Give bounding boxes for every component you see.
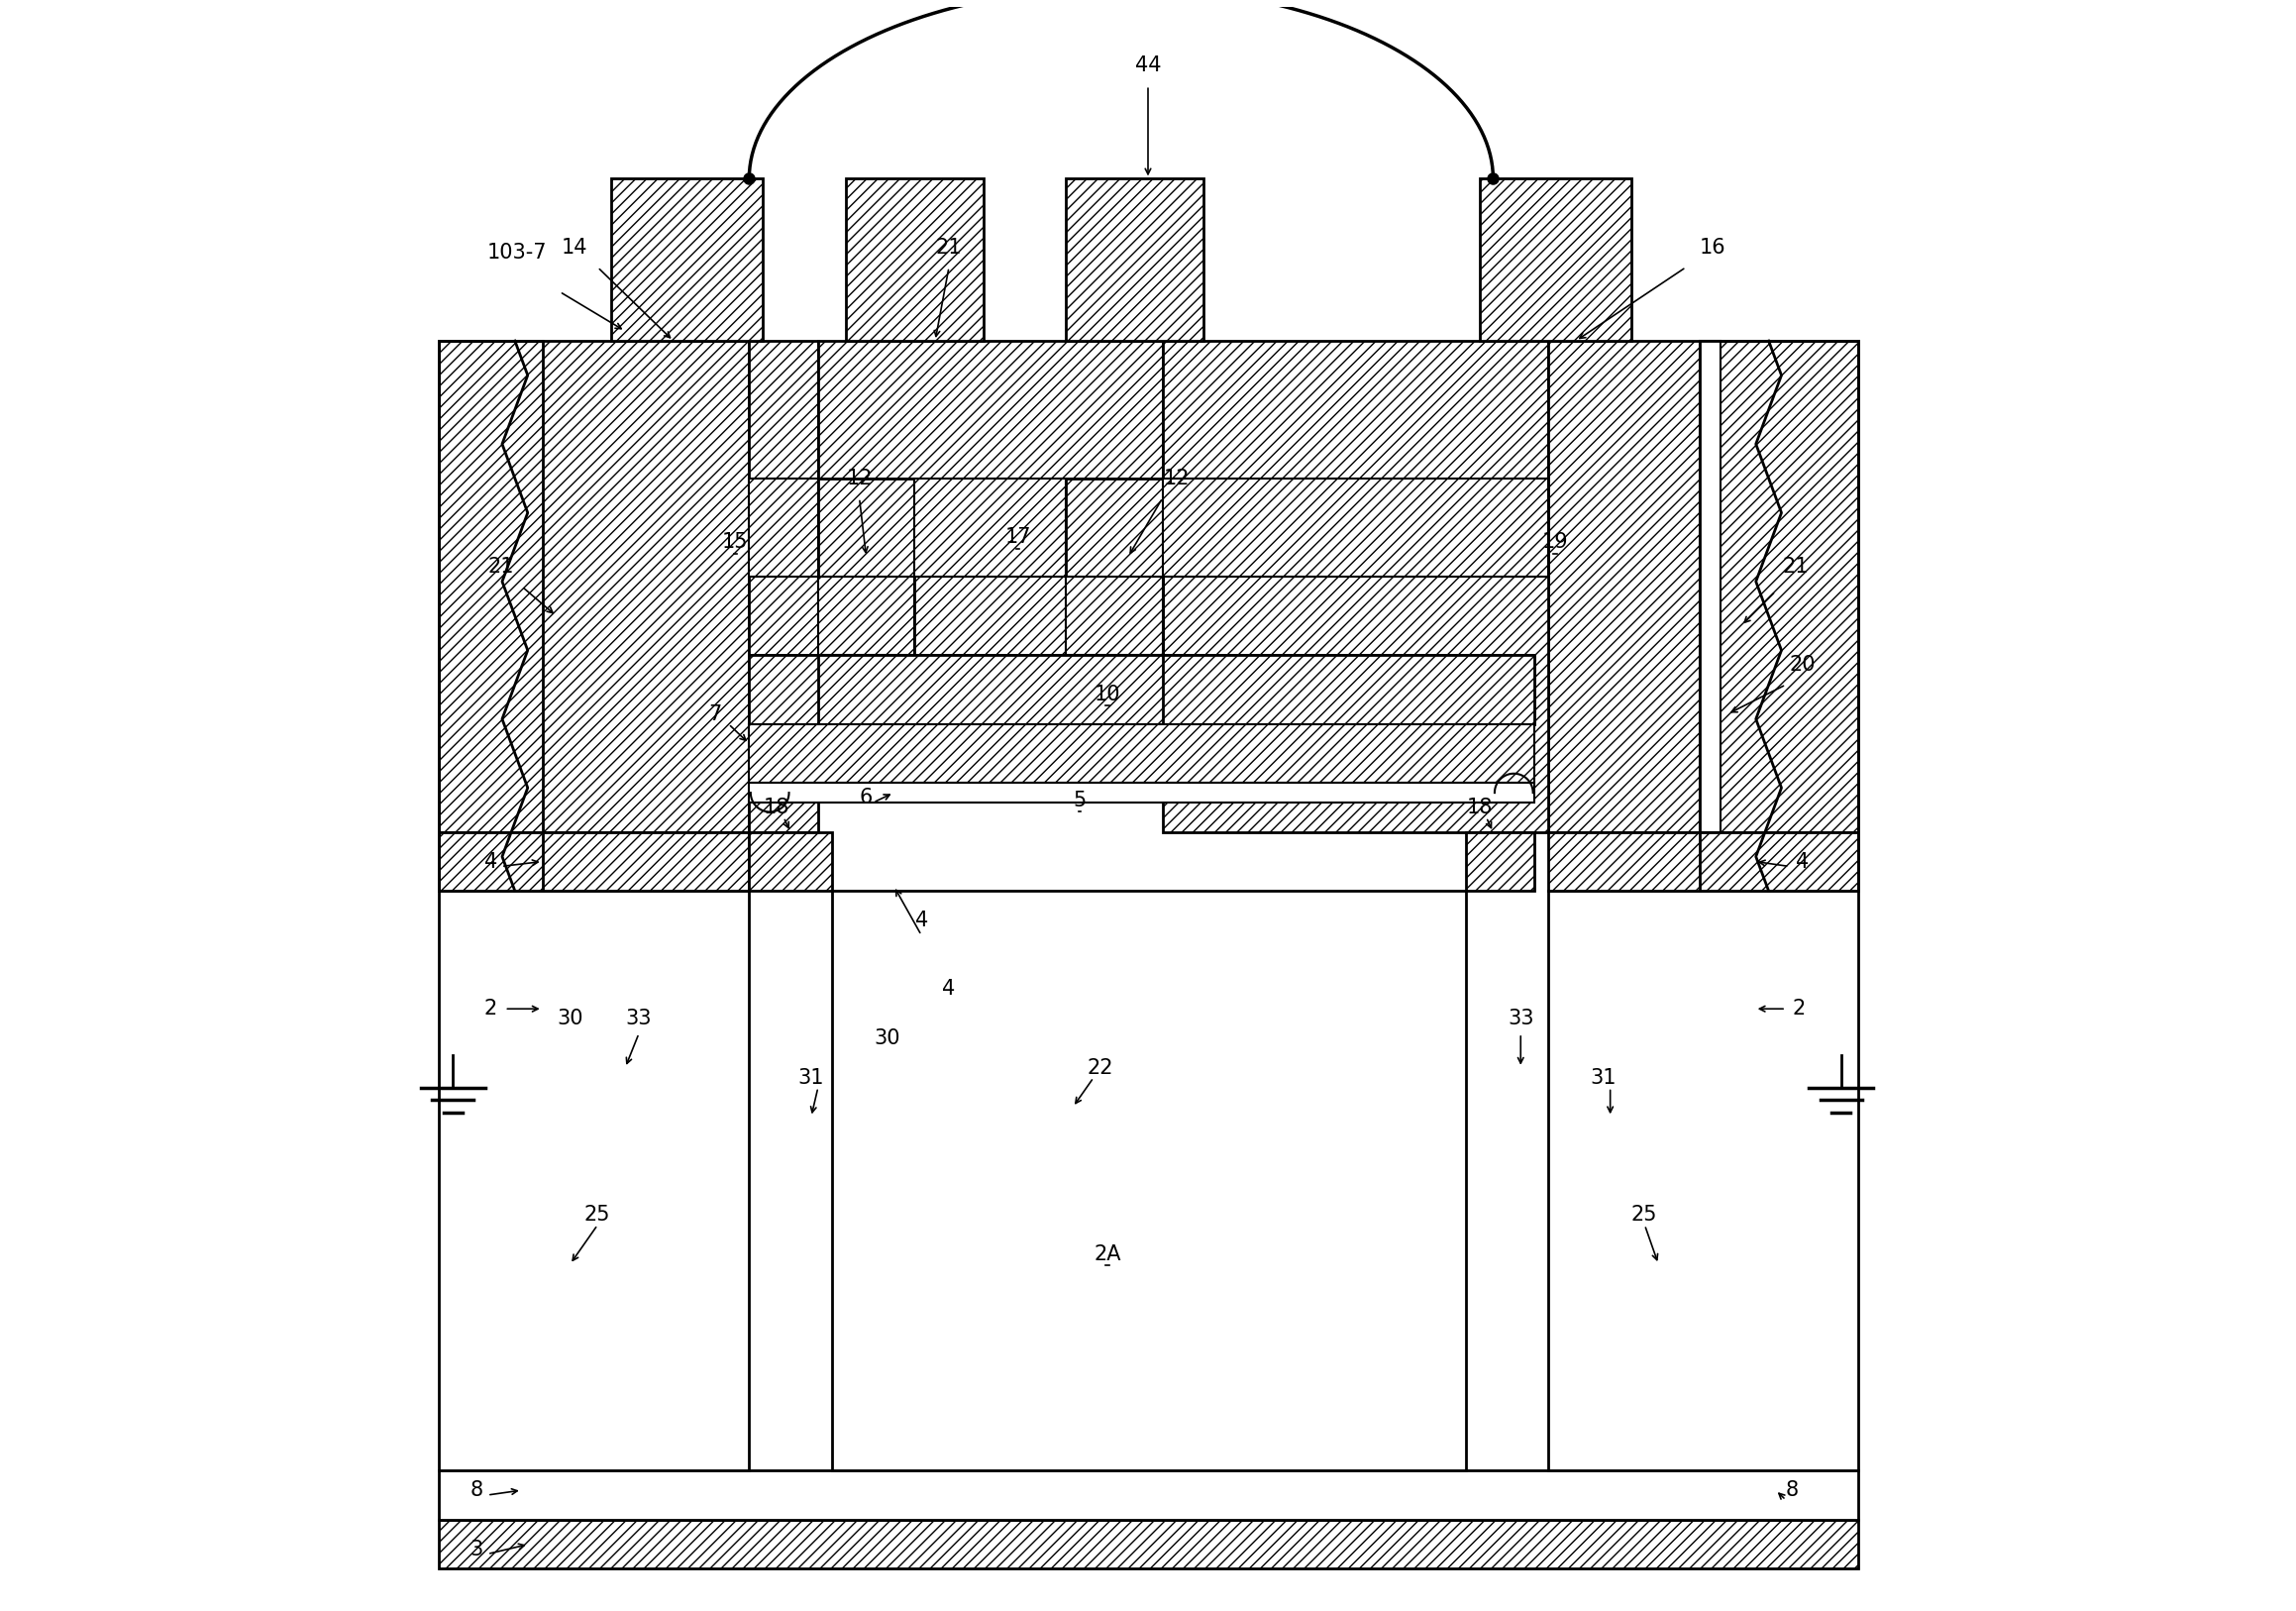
Text: 10: 10 <box>1095 685 1120 704</box>
Bar <box>1479 179 1630 342</box>
Bar <box>1065 577 1162 656</box>
Bar <box>1065 179 1203 342</box>
Text: 22: 22 <box>1088 1058 1114 1078</box>
Bar <box>748 783 1534 802</box>
Text: 16: 16 <box>1699 238 1727 258</box>
Bar <box>748 478 817 831</box>
Bar <box>748 342 817 478</box>
Bar <box>1699 342 1720 831</box>
Bar <box>817 577 914 656</box>
Bar <box>748 831 831 891</box>
Bar <box>817 342 1162 478</box>
Text: 8: 8 <box>471 1481 482 1500</box>
Text: 21: 21 <box>1782 557 1809 577</box>
Text: 4: 4 <box>484 852 496 872</box>
Text: 5: 5 <box>1072 791 1086 810</box>
Text: 12: 12 <box>847 469 872 488</box>
Bar <box>914 478 1065 577</box>
Text: 8: 8 <box>1786 1481 1798 1500</box>
Text: 21: 21 <box>487 557 514 577</box>
Text: 18: 18 <box>1467 797 1492 817</box>
Text: 25: 25 <box>1630 1205 1658 1224</box>
Bar <box>439 891 748 1471</box>
Bar <box>1548 831 1857 891</box>
Bar <box>439 1471 1857 1519</box>
Bar <box>914 478 1065 656</box>
Bar <box>845 179 983 342</box>
Text: 17: 17 <box>1006 527 1031 548</box>
Bar <box>748 656 817 723</box>
Text: 21: 21 <box>937 238 962 258</box>
Text: 2: 2 <box>1793 999 1807 1018</box>
Text: 44: 44 <box>1134 56 1162 76</box>
Bar <box>748 723 1534 783</box>
Text: 12: 12 <box>1164 469 1189 488</box>
Text: 2A: 2A <box>1093 1245 1120 1265</box>
Text: 4: 4 <box>914 910 928 930</box>
Text: 4: 4 <box>1795 852 1809 872</box>
Text: 2: 2 <box>484 999 496 1018</box>
Bar <box>439 342 748 831</box>
Bar <box>748 478 817 577</box>
Text: 33: 33 <box>1508 1008 1534 1028</box>
Bar <box>817 478 914 656</box>
Text: 30: 30 <box>558 1008 583 1028</box>
Text: 20: 20 <box>1789 656 1816 675</box>
Text: 33: 33 <box>627 1008 652 1028</box>
Text: 19: 19 <box>1543 532 1568 553</box>
Text: 14: 14 <box>560 238 588 258</box>
Text: 30: 30 <box>875 1028 900 1049</box>
Bar <box>439 831 748 891</box>
Bar <box>1162 342 1548 478</box>
Bar <box>1548 891 1857 1471</box>
Bar <box>1548 342 1857 831</box>
Text: 31: 31 <box>799 1068 824 1087</box>
Text: 15: 15 <box>723 532 748 553</box>
Bar <box>1162 478 1548 831</box>
Bar <box>1162 656 1534 723</box>
Text: 31: 31 <box>1591 1068 1616 1087</box>
Bar <box>1162 478 1548 577</box>
Bar <box>1065 478 1162 656</box>
Bar <box>611 179 762 342</box>
Text: 25: 25 <box>583 1205 611 1224</box>
Bar <box>439 1519 1857 1569</box>
Text: 103-7: 103-7 <box>487 243 546 263</box>
Text: 18: 18 <box>765 797 790 817</box>
Text: 7: 7 <box>707 704 721 723</box>
Text: 6: 6 <box>859 788 872 807</box>
Text: 3: 3 <box>471 1539 482 1559</box>
Text: 4: 4 <box>941 979 955 999</box>
Bar <box>1465 831 1534 891</box>
Bar <box>748 656 1534 723</box>
Bar <box>831 891 1465 1471</box>
